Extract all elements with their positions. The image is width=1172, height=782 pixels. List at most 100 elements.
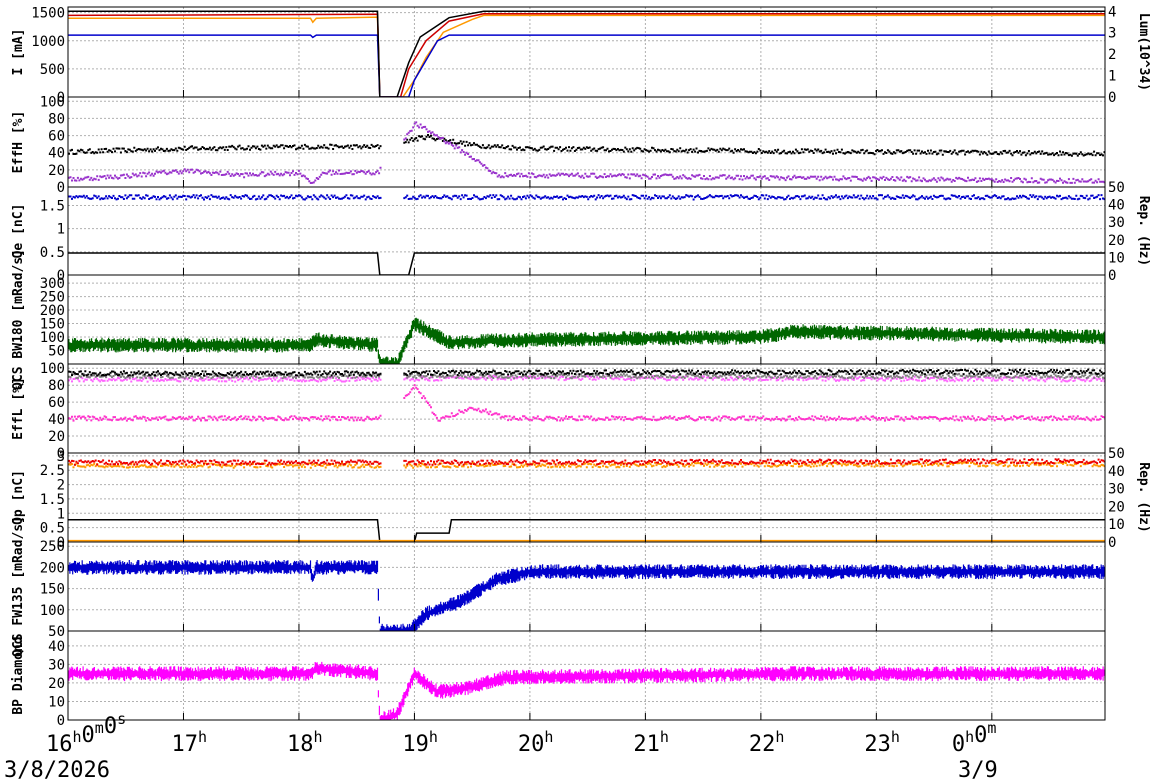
y-axis-label-left-diamond: BP Diamond [11, 636, 26, 714]
y-tick-label-left: 0 [57, 180, 65, 196]
series-qp-2 [68, 519, 1105, 542]
date-right-label: 3/9 [958, 758, 998, 782]
panel-series-qp [68, 458, 1105, 542]
x-tick-label: 0h0m [952, 719, 997, 757]
series-fw135-0 [68, 560, 1105, 631]
y-tick-label-right: 40 [1108, 464, 1125, 480]
series-diamond-0 [68, 661, 1105, 720]
y-axis-label-left-bw180: QCS BW180 [mRad/s] [11, 249, 26, 390]
panel-series-diamond [68, 661, 1105, 720]
series-layer [68, 10, 1105, 720]
y-axis-label-right-current: Lum(10^34) [1136, 13, 1151, 91]
y-axis-label-left-qe: Qe [nC] [11, 204, 26, 259]
y-tick-label-left: 1000 [31, 34, 65, 50]
y-tick-label-left: 100 [40, 94, 65, 110]
y-tick-label-left: 50 [48, 624, 65, 640]
series-qp-0 [68, 460, 1105, 469]
x-tick-label: 18h [287, 728, 323, 757]
x-tick-label: 21h [633, 728, 669, 757]
y-tick-label-right: 1 [1108, 69, 1116, 85]
series-bw180-0 [68, 317, 1105, 364]
y-tick-label-left: 100 [40, 330, 65, 346]
y-tick-label-left: 3 [57, 449, 65, 465]
panel-frame-qe [67, 186, 1106, 276]
panel-frame-diamond [67, 630, 1106, 721]
y-tick-label-right: 2 [1108, 47, 1116, 63]
y-tick-label-left: 60 [48, 129, 65, 145]
y-tick-label-right: 50 [1108, 180, 1125, 196]
series-qe-1 [68, 252, 1105, 275]
series-effL-0 [68, 384, 1105, 422]
y-tick-label-left: 1.5 [40, 199, 65, 215]
y-tick-label-left: 10 [48, 694, 65, 710]
y-tick-label-right: 30 [1108, 215, 1125, 231]
y-tick-label-right: 10 [1108, 250, 1125, 266]
panel-series-qe [68, 194, 1105, 275]
y-tick-label-left: 20 [48, 676, 65, 692]
y-tick-label-left: 1500 [31, 6, 65, 22]
y-tick-label-left: 150 [40, 582, 65, 598]
series-effL-3 [68, 368, 1105, 377]
x-tick-label: 23h [864, 728, 900, 757]
y-tick-label-left: 2 [57, 478, 65, 494]
y-tick-label-right: 4 [1108, 4, 1116, 20]
y-tick-label-right: 0 [1108, 268, 1116, 284]
y-axis-label-left-qp: Qp [nC] [11, 470, 26, 525]
y-axis-label-right-qp: Rep. (Hz) [1136, 462, 1151, 532]
y-tick-label-left: 100 [40, 603, 65, 619]
series-effL-1 [68, 374, 1105, 383]
x-axis: 3/8/2026 3/9 16h0m0s 17h 18h 19h 20h 21h 22h 23… [4, 710, 998, 782]
series-effH-0 [68, 134, 1105, 157]
panel-series-bw180 [68, 317, 1105, 364]
y-tick-label-left: 2.5 [40, 463, 65, 479]
panel-series-effH [68, 121, 1105, 184]
series-current-3 [68, 10, 1105, 97]
series-current-1 [68, 13, 1105, 97]
y-tick-label-left: 0 [57, 446, 65, 462]
y-axis-label-right-qe: Rep. (Hz) [1136, 196, 1151, 266]
series-current-0 [68, 14, 1105, 97]
panel-frame-current [67, 6, 1106, 98]
panel-series-current [68, 10, 1105, 97]
y-tick-label-right: 30 [1108, 482, 1125, 498]
y-tick-label-right: 20 [1108, 233, 1125, 249]
series-current-2 [68, 34, 1105, 97]
y-tick-label-left: 40 [48, 412, 65, 428]
y-tick-label-left: 1.5 [40, 492, 65, 508]
y-tick-label-right: 0 [1108, 535, 1116, 551]
x-tick-label: 17h [171, 728, 207, 757]
y-tick-label-left: 0.5 [40, 521, 65, 537]
y-tick-label-left: 50 [48, 344, 65, 360]
y-tick-label-left: 20 [48, 163, 65, 179]
series-effL-2 [68, 372, 1105, 380]
y-tick-label-right: 0 [1108, 90, 1116, 106]
x-tick-label: 20h [518, 728, 554, 757]
y-tick-label-left: 200 [40, 560, 65, 576]
y-tick-label-left: 40 [48, 639, 65, 655]
y-tick-label-left: 100 [40, 361, 65, 377]
y-tick-label-left: 0 [57, 713, 65, 729]
y-tick-label-left: 0 [57, 90, 65, 106]
panel-frame-fw135 [67, 541, 1106, 632]
y-axis-label-left-fw135: QCS FW135 [mRad/s] [11, 516, 26, 657]
x-tick-label: 19h [402, 728, 438, 757]
y-tick-label-left: 80 [48, 111, 65, 127]
y-tick-label-left: 40 [48, 146, 65, 162]
panel-frame-effH [67, 96, 1106, 188]
y-tick-label-left: 20 [48, 429, 65, 445]
panel-series-effL [68, 368, 1105, 422]
y-tick-label-right: 10 [1108, 517, 1125, 533]
series-qe-0 [68, 194, 1105, 201]
y-tick-label-left: 0 [57, 268, 65, 284]
y-tick-label-left: 250 [40, 290, 65, 306]
y-tick-label-left: 500 [40, 62, 65, 78]
y-tick-label-right: 20 [1108, 499, 1125, 515]
y-tick-label-right: 40 [1108, 198, 1125, 214]
y-tick-label-left: 1 [57, 222, 65, 238]
y-tick-label-left: 80 [48, 378, 65, 394]
y-tick-label-right: 3 [1108, 26, 1116, 42]
y-tick-label-left: 250 [40, 539, 65, 555]
y-tick-label-left: 200 [40, 303, 65, 319]
